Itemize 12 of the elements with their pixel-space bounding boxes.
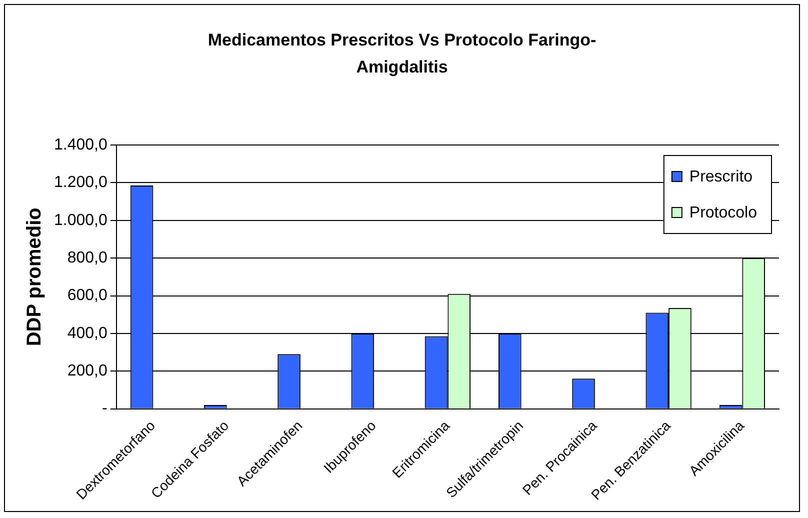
legend-label: Prescrito: [689, 168, 753, 186]
y-tick-label: 1.400,0: [54, 136, 108, 154]
y-tick-label: 200,0: [67, 362, 108, 380]
chart-title: Medicamentos Prescritos Vs Protocolo Faringo-Amigdalitis: [208, 30, 596, 77]
y-tick-label: 1.200,0: [54, 174, 108, 192]
y-tick-label: 1.000,0: [54, 212, 108, 229]
y-axis-title: DDP promedio: [24, 208, 46, 346]
y-tick-label: -: [102, 400, 108, 418]
y-tick-label: 600,0: [67, 287, 108, 304]
y-tick-label: 400,0: [67, 324, 108, 342]
y-tick-label: 800,0: [67, 249, 108, 266]
legend-label: Protocolo: [689, 204, 758, 222]
